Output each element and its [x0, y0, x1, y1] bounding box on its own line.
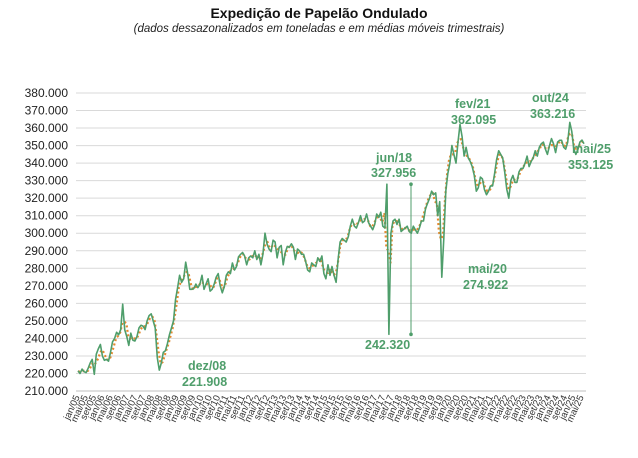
annotation-mai20-value: 274.922 — [463, 278, 508, 292]
chart-title: Expedição de Papelão Ondulado — [210, 5, 428, 21]
y-tick-label: 250.000 — [25, 314, 69, 328]
annotation-fev21-label: fev/21 — [455, 97, 490, 111]
y-tick-label: 220.000 — [25, 366, 69, 380]
y-tick-label: 350.000 — [25, 139, 69, 153]
y-tick-label: 270.000 — [25, 279, 69, 293]
y-tick-label: 360.000 — [25, 121, 69, 135]
chart-subtitle: (dados dessazonalizados em toneladas e e… — [133, 23, 505, 35]
y-tick-label: 320.000 — [25, 191, 69, 205]
annotation-fev21-value: 362.095 — [451, 113, 496, 127]
y-tick-label: 290.000 — [25, 244, 69, 258]
series-line — [77, 121, 585, 376]
y-tick-label: 210.000 — [25, 384, 69, 398]
y-tick-label: 330.000 — [25, 174, 69, 188]
y-tick-label: 280.000 — [25, 261, 69, 275]
moving-average-line — [77, 132, 585, 373]
annotation-marker — [409, 182, 413, 187]
annotation-dez08-value: 221.908 — [182, 375, 227, 389]
y-tick-label: 340.000 — [25, 156, 69, 170]
y-tick-label: 380.000 — [25, 86, 69, 100]
annotation-jun18-low-value: 242.320 — [365, 338, 410, 352]
annotation-marker — [409, 332, 413, 337]
y-tick-label: 230.000 — [25, 349, 69, 363]
annotation-jun18-label: jun/18 — [375, 151, 412, 165]
plot-area — [77, 121, 585, 376]
annotations: dez/08 221.908 jun/18 327.956 242.320 fe… — [182, 91, 613, 389]
y-tick-label: 370.000 — [25, 104, 69, 118]
y-tick-label: 310.000 — [25, 209, 69, 223]
annotation-out24-value: 363.216 — [530, 107, 575, 121]
x-axis: jan/05mai/05set/05jan/06mai/06set/06jan/… — [61, 394, 586, 424]
y-tick-label: 260.000 — [25, 296, 69, 310]
annotation-dez08-label: dez/08 — [188, 359, 226, 373]
y-tick-label: 240.000 — [25, 331, 69, 345]
annotation-out24-label: out/24 — [532, 91, 569, 105]
y-axis: 210.000 220.000 230.000 240.000 250.000 260.0… — [25, 86, 586, 398]
gridlines — [76, 92, 586, 392]
annotation-mai25-label: mai/25 — [572, 142, 611, 156]
y-tick-label: 300.000 — [25, 226, 69, 240]
annotation-jun18-value: 327.956 — [371, 166, 416, 180]
annotation-mai25-value: 353.125 — [568, 158, 613, 172]
annotation-mai20-label: mai/20 — [468, 262, 507, 276]
